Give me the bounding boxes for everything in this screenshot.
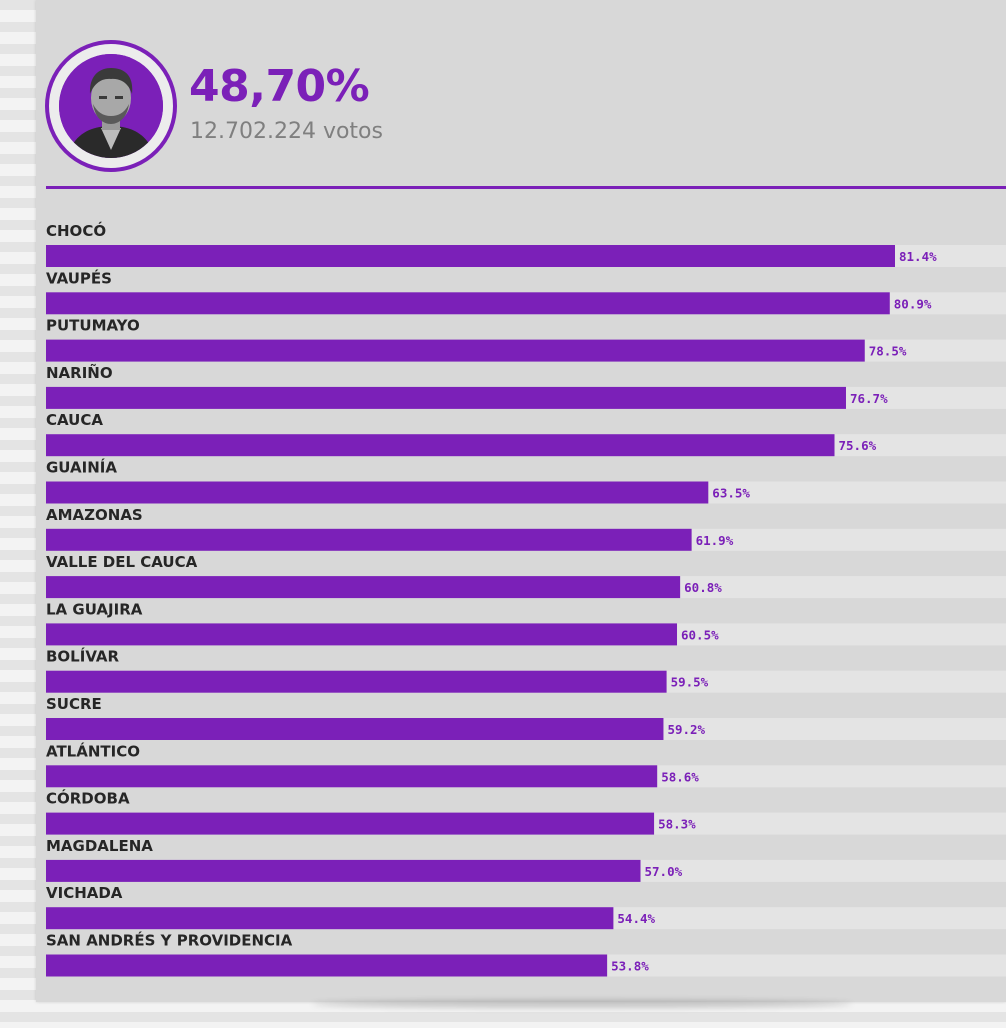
- results-panel: 48,70% 12.702.224 votos CHOCÓ 81.4% VAUPÉS…: [36, 0, 1006, 1002]
- category-label: NARIÑO: [46, 363, 113, 382]
- value-label: 57.0%: [645, 864, 683, 879]
- value-label: 78.5%: [869, 344, 907, 359]
- candidate-portrait-icon: [59, 54, 163, 158]
- bar: [46, 339, 865, 362]
- category-label: ATLÁNTICO: [46, 741, 140, 760]
- category-label: CHOCÓ: [46, 221, 106, 240]
- bar: [46, 386, 846, 409]
- panel-shadow: [312, 1000, 852, 1008]
- bar: [46, 907, 614, 930]
- bar: [46, 623, 678, 646]
- header-divider: [46, 186, 1006, 189]
- category-label: AMAZONAS: [46, 506, 143, 524]
- vote-percentage: 48,70%: [189, 61, 370, 112]
- value-label: 59.5%: [671, 675, 709, 690]
- bar: [46, 859, 641, 882]
- value-label: 59.2%: [667, 722, 705, 737]
- bar: [46, 292, 890, 315]
- category-label: SAN ANDRÉS Y PROVIDENCIA: [46, 931, 293, 950]
- bar: [46, 765, 658, 788]
- bar: [46, 434, 835, 457]
- bar: [46, 812, 655, 835]
- bar: [46, 481, 709, 504]
- category-label: LA GUAJIRA: [46, 600, 143, 618]
- bar: [46, 670, 667, 693]
- candidate-header: 48,70% 12.702.224 votos: [36, 0, 1006, 188]
- bar: [46, 528, 692, 551]
- value-label: 60.8%: [684, 580, 722, 595]
- category-label: MAGDALENA: [46, 837, 153, 855]
- value-label: 63.5%: [712, 486, 750, 501]
- avatar: [45, 40, 177, 172]
- value-label: 58.3%: [658, 817, 696, 832]
- category-label: VAUPÉS: [46, 268, 112, 287]
- bar: [46, 245, 896, 267]
- value-label: 54.4%: [617, 911, 655, 926]
- category-label: PUTUMAYO: [46, 317, 140, 335]
- category-label: SUCRE: [46, 695, 102, 713]
- category-label: CAUCA: [46, 411, 103, 429]
- category-label: GUAINÍA: [46, 458, 117, 477]
- value-label: 58.6%: [661, 769, 699, 784]
- value-label: 76.7%: [850, 391, 888, 406]
- bar: [46, 576, 681, 599]
- value-label: 81.4%: [899, 249, 937, 264]
- vote-count: 12.702.224 votos: [190, 119, 383, 144]
- bar: [46, 718, 664, 740]
- department-bar-chart: CHOCÓ 81.4% VAUPÉS 80.9% PUTUMAYO 78.5% NARIÑO…: [46, 221, 1006, 977]
- bar: [46, 954, 608, 977]
- category-label: VALLE DEL CAUCA: [46, 553, 198, 571]
- category-label: VICHADA: [46, 884, 123, 902]
- value-label: 75.6%: [839, 438, 877, 453]
- value-label: 61.9%: [696, 533, 734, 548]
- category-label: BOLÍVAR: [46, 647, 120, 666]
- value-label: 53.8%: [611, 959, 649, 974]
- category-label: CÓRDOBA: [46, 789, 130, 808]
- value-label: 80.9%: [894, 296, 932, 311]
- value-label: 60.5%: [681, 627, 719, 642]
